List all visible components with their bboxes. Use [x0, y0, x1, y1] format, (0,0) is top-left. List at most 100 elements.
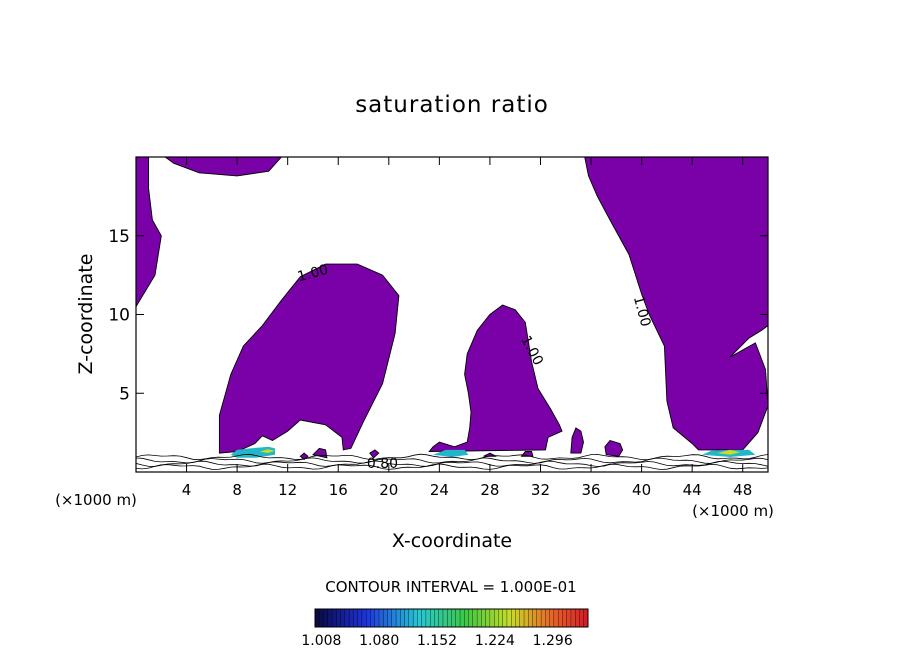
surface-contour-line-2 [136, 460, 768, 467]
colorbar-cell-50 [528, 608, 534, 628]
x-tick-label-8: 8 [232, 481, 242, 499]
x-tick-label-48: 48 [733, 481, 752, 499]
colorbar-cell-25 [421, 608, 427, 628]
colorbar-cell-38 [476, 608, 482, 628]
y-tick-label-15: 15 [108, 227, 130, 247]
colorbar-cell-53 [540, 608, 546, 628]
colorbar-cell-42 [493, 608, 499, 628]
x-tick-label-36: 36 [581, 481, 600, 499]
colorbar-cell-44 [502, 608, 508, 628]
colorbar-cell-47 [515, 608, 521, 628]
near-surface-contour-lines [136, 453, 768, 470]
colorbar-cell-16 [383, 608, 388, 628]
x-unit-left: (×1000 m) [55, 491, 137, 509]
contour-label-2: 1.00 [630, 294, 654, 328]
colorbar-cell-51 [532, 608, 538, 628]
contour-region-1 [164, 157, 283, 177]
x-tick-label-4: 4 [182, 481, 192, 499]
colorbar-label-0: 1.008 [301, 633, 341, 649]
colorbar-cell-19 [395, 608, 401, 628]
contour-region-16 [717, 449, 741, 455]
y-axis-ticks: 5 10 15 [108, 227, 768, 404]
colorbar-cell-34 [459, 608, 465, 628]
colorbar-label-3: 1.224 [475, 633, 515, 649]
colorbar-frame [314, 608, 589, 628]
colorbar-cell-52 [536, 608, 542, 628]
colorbar-cell-29 [438, 608, 444, 628]
surface-contour-line-1 [136, 457, 768, 464]
colorbar-cell-59 [566, 608, 572, 628]
colorbar-cell-5 [336, 608, 342, 628]
colorbar-cell-37 [472, 608, 478, 628]
colorbar-cell-40 [485, 608, 491, 628]
y-axis-label: Z-coordinate [75, 254, 97, 375]
colorbar-cell-54 [545, 608, 551, 628]
colorbar-cell-62 [579, 608, 585, 628]
contour-region-14 [433, 449, 469, 457]
colorbar-tick-labels: 1.008 1.080 1.152 1.224 1.296 [301, 633, 572, 649]
colorbar-cell-8 [348, 608, 354, 628]
x-tick-label-24: 24 [430, 481, 449, 499]
colorbar-cell-12 [366, 608, 371, 628]
contour-interval-note: CONTOUR INTERVAL = 1.000E-01 [325, 578, 576, 596]
colorbar-cell-6 [340, 608, 346, 628]
colorbar-cell-3 [327, 608, 333, 628]
contour-region-6 [604, 439, 624, 457]
colorbar-cell-23 [412, 608, 418, 628]
x-axis-ticks: 4 8 12 16 20 24 28 32 36 40 44 48 [182, 157, 752, 499]
colorbar-cell-2 [323, 608, 329, 628]
contour-region-8 [369, 449, 380, 459]
colorbar-cell-58 [562, 608, 568, 628]
colorbar-cell-22 [408, 608, 414, 628]
x-tick-label-40: 40 [632, 481, 651, 499]
contour-region-2 [584, 157, 768, 451]
colorbar-cell-20 [400, 608, 406, 628]
colorbar-cell-33 [455, 608, 461, 628]
colorbar-cell-60 [570, 608, 576, 628]
colorbar-cell-31 [447, 608, 452, 628]
colorbar-cell-26 [425, 608, 431, 628]
colorbar-cell-57 [557, 608, 563, 628]
surface-contour-line-3 [136, 463, 768, 470]
colorbar-cell-27 [429, 608, 435, 628]
colorbar-cell-61 [575, 608, 580, 628]
colorbar-cell-32 [451, 608, 457, 628]
colorbar-cell-1 [319, 608, 325, 628]
x-tick-label-16: 16 [329, 481, 348, 499]
x-unit-right: (×1000 m) [692, 502, 774, 520]
contour-region-13 [259, 449, 275, 454]
colorbar-cell-56 [553, 608, 559, 628]
x-tick-label-28: 28 [480, 481, 499, 499]
colorbar-cell-36 [468, 608, 474, 628]
colorbar-cell-30 [442, 608, 448, 628]
colorbar-cell-55 [549, 608, 555, 628]
chart-title: saturation ratio [355, 92, 549, 118]
colorbar-cell-24 [417, 608, 423, 628]
contour-region-3 [218, 263, 400, 454]
colorbar-cell-35 [464, 608, 470, 628]
plot-area: 1.001.001.000.80 4 8 12 16 20 24 28 32 36 40 44 48 … [108, 156, 769, 499]
colorbar-cell-49 [523, 608, 529, 628]
y-tick-label-10: 10 [108, 306, 130, 326]
colorbar-cell-9 [353, 608, 359, 628]
colorbar-cell-17 [387, 608, 393, 628]
colorbar-cell-28 [434, 608, 440, 628]
x-tick-label-20: 20 [379, 481, 398, 499]
colorbar-cell-0 [314, 608, 320, 628]
y-tick-label-5: 5 [119, 384, 130, 404]
colorbar-cell-45 [506, 608, 512, 628]
colorbar-cell-7 [344, 608, 350, 628]
x-tick-label-44: 44 [683, 481, 702, 499]
colorbar-cell-11 [361, 608, 367, 628]
colorbar-label-2: 1.152 [417, 633, 457, 649]
colorbar-cell-10 [357, 608, 363, 628]
x-axis-label: X-coordinate [392, 530, 512, 552]
colorbar: 1.008 1.080 1.152 1.224 1.296 [301, 608, 589, 649]
contour-region-4 [428, 304, 563, 452]
colorbar-cell-46 [511, 608, 516, 628]
colorbar-label-4: 1.296 [533, 633, 573, 649]
colorbar-cell-21 [404, 608, 410, 628]
contour-label-3: 0.80 [367, 456, 398, 472]
colorbar-cell-41 [489, 608, 495, 628]
